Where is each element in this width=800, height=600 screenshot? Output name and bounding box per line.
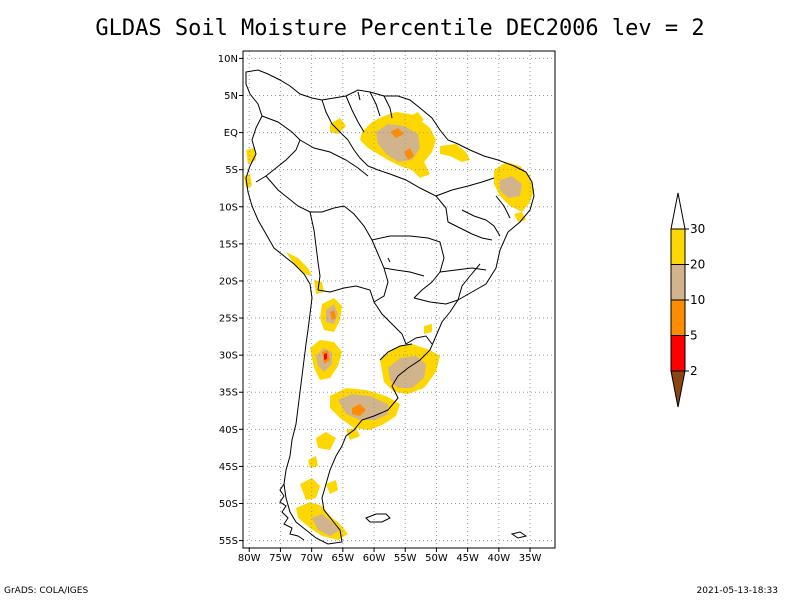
tick-label-lat: 10S	[219, 202, 238, 213]
legend-bin	[670, 335, 686, 372]
tick-label-lon: 80W	[238, 553, 261, 564]
legend-level-label: 5	[690, 329, 698, 343]
tick-label-lat: 25S	[219, 314, 238, 325]
legend-bin	[670, 299, 686, 336]
legend-bin	[670, 228, 686, 265]
tick-label-lat: 40S	[219, 425, 238, 436]
tick-label-lat: 15S	[219, 239, 238, 250]
tick-label-lon: 35W	[519, 553, 542, 564]
tick-label-lon: 55W	[394, 553, 417, 564]
brazil-state-borders	[371, 173, 511, 305]
map-axes: 80W 75W 70W 65W 60W 55W 50W 45W 40W 35W 10N 5N EQ 5S 1…	[218, 54, 542, 564]
anomaly-pampas	[308, 388, 400, 468]
tick-label-lon: 75W	[269, 553, 292, 564]
map-title: GLDAS Soil Moisture Percentile DEC2006 l…	[95, 16, 705, 41]
chile-fjords	[279, 483, 305, 541]
anomaly-patagonia	[244, 148, 432, 540]
anomaly-northern-amazon	[330, 112, 470, 178]
legend-level-label: 30	[690, 222, 705, 236]
tick-label-lat: 5S	[225, 165, 238, 176]
map-outlines	[245, 69, 535, 545]
anomaly-ne-brazil	[494, 162, 534, 222]
tick-label-lat: 50S	[219, 499, 238, 510]
tick-label-lat: EQ	[224, 128, 238, 139]
anomaly-cuyo	[310, 340, 342, 380]
tick-label-lat: 20S	[219, 276, 238, 287]
timestamp: 2021-05-13-18:33	[696, 586, 779, 596]
tick-label-lon: 70W	[300, 553, 323, 564]
country-borders	[255, 91, 433, 361]
tick-label-lon: 50W	[425, 553, 448, 564]
legend-level-label: 20	[690, 258, 705, 272]
islands	[357, 91, 528, 539]
plot-frame	[242, 50, 556, 549]
tick-label-lon: 45W	[456, 553, 479, 564]
legend-bin-lt2	[670, 370, 686, 408]
tick-label-lat: 35S	[219, 388, 238, 399]
tick-label-lat: 45S	[219, 462, 238, 473]
tick-label-lat: 55S	[219, 536, 238, 547]
tick-label-lat: 10N	[218, 54, 238, 65]
legend-bin	[670, 264, 686, 301]
legend-colorbar: 2 5 10 20 30	[670, 192, 705, 408]
tick-label-lon: 65W	[332, 553, 355, 564]
anomaly-shading	[244, 112, 534, 540]
south-america-coastline	[245, 69, 535, 545]
anomaly-nw-argentina	[286, 252, 342, 332]
tick-label-lat: 5N	[224, 91, 238, 102]
legend-level-label: 2	[690, 364, 698, 378]
tick-label-lon: 60W	[363, 553, 386, 564]
tick-label-lat: 30S	[219, 351, 238, 362]
grads-credit: GrADS: COLA/IGES	[4, 586, 89, 596]
tick-label-lon: 40W	[488, 553, 511, 564]
legend-level-label: 10	[690, 293, 705, 307]
map-gridlines	[243, 51, 555, 548]
legend-bin-gt30	[670, 192, 686, 230]
